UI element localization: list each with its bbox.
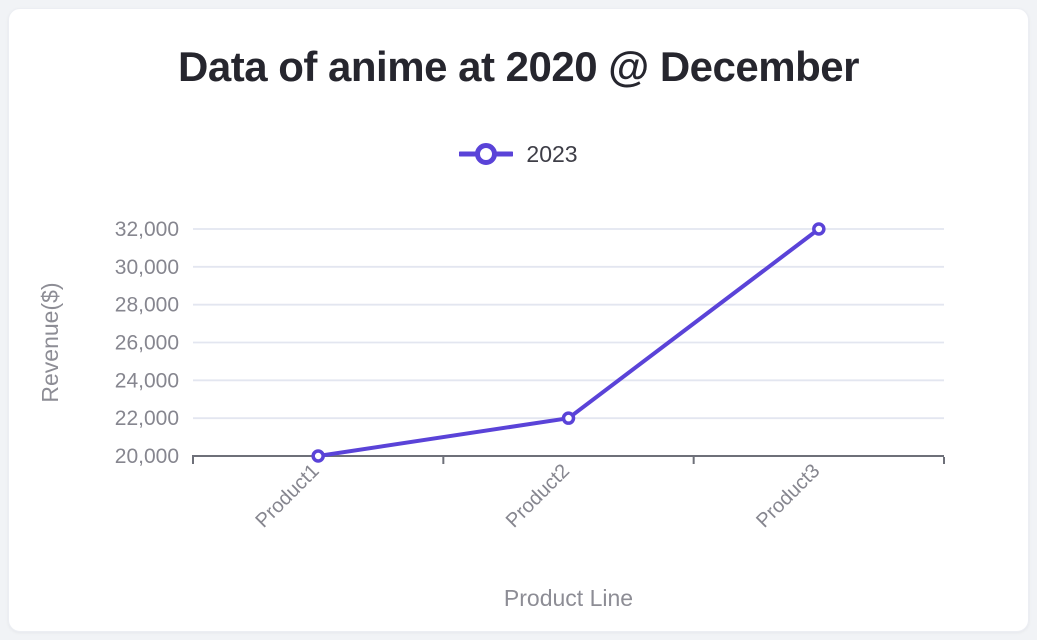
x-axis-tick-label: Product2 bbox=[502, 460, 574, 532]
data-point-marker[interactable] bbox=[561, 411, 576, 425]
y-axis-tick-label: 30,000 bbox=[115, 256, 179, 279]
data-point-marker[interactable] bbox=[812, 222, 826, 236]
legend-label: 2023 bbox=[526, 140, 578, 167]
y-axis-tick-label: 24,000 bbox=[115, 369, 179, 392]
x-axis-title: Product Line bbox=[504, 585, 633, 611]
y-axis-tick-label: 28,000 bbox=[115, 294, 179, 317]
chart-title: Data of anime at 2020 @ December bbox=[178, 43, 859, 90]
data-point-marker[interactable] bbox=[311, 449, 325, 463]
y-axis-tick-label: 26,000 bbox=[115, 332, 179, 355]
y-axis-tick-label: 20,000 bbox=[115, 445, 179, 468]
x-axis-tick-label: Product3 bbox=[752, 460, 824, 532]
line-chart: 20,000 22,000 24,000 26,000 28,000 30,000 32,0… bbox=[37, 218, 945, 611]
y-axis-tick-label: 22,000 bbox=[115, 407, 179, 430]
y-axis-tick-label: 32,000 bbox=[115, 218, 179, 241]
y-axis-title: Revenue($) bbox=[37, 282, 63, 402]
legend-item-2023[interactable]: 2023 bbox=[9, 139, 1028, 169]
chart-card: 20,000 22,000 24,000 26,000 28,000 30,000 32,0… bbox=[8, 8, 1029, 632]
legend-line-marker-icon bbox=[459, 141, 514, 167]
x-axis-tick-label: Product1 bbox=[252, 460, 324, 532]
